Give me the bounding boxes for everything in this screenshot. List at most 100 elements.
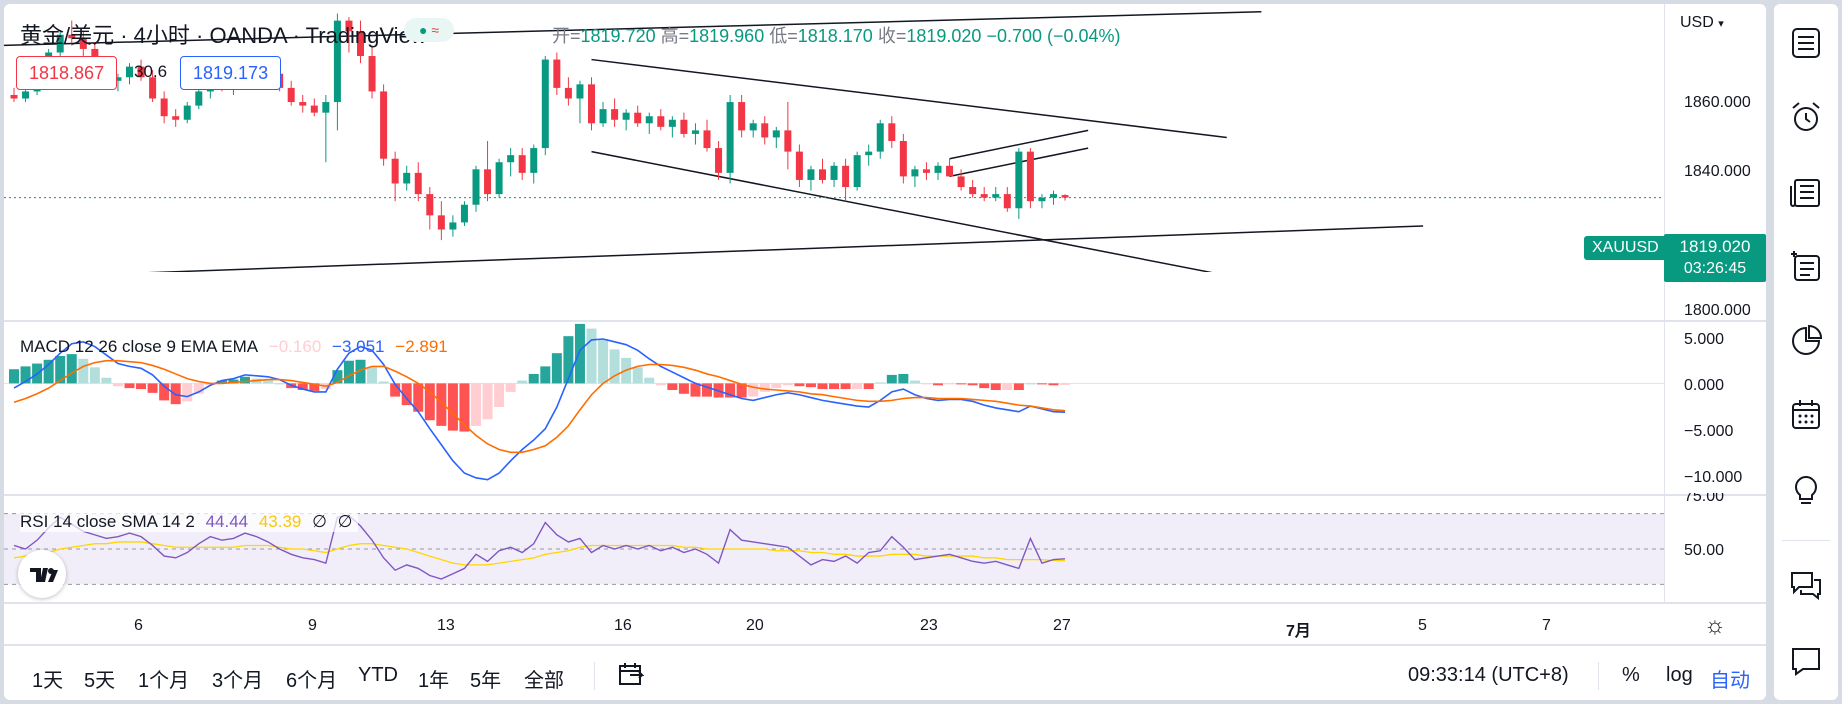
- auto-scale-button[interactable]: 自动: [1710, 670, 1750, 692]
- price-chart[interactable]: [4, 4, 1664, 272]
- macd-histogram-bar: [551, 353, 562, 384]
- rsi-sma-line: [13, 541, 1066, 566]
- close-value: 1819.020: [906, 26, 982, 46]
- candle-body: [1038, 197, 1046, 202]
- percent-scale-button[interactable]: %: [1622, 664, 1640, 686]
- watchlist-icon[interactable]: [1789, 26, 1823, 60]
- macd-histogram-bar: [205, 383, 216, 386]
- time-tick: 20: [746, 617, 764, 634]
- macd-histogram-bar: [909, 380, 920, 384]
- log-scale-button[interactable]: log: [1666, 664, 1693, 686]
- time-axis[interactable]: [4, 604, 1664, 642]
- calendar-goto-icon: [619, 663, 645, 685]
- macd-legend[interactable]: MACD 12 26 close 9 EMA EMA −0.160 −3.051…: [20, 337, 454, 357]
- price-tick: 1800.000: [1684, 302, 1751, 319]
- date-range-icon[interactable]: [616, 660, 646, 690]
- candle-body: [1061, 195, 1069, 198]
- macd-histogram-bar: [471, 383, 481, 426]
- macd-histogram-bar: [216, 380, 227, 384]
- macd-histogram-bar: [794, 383, 805, 387]
- indicator-toggle-icon[interactable]: ● ≈: [404, 18, 454, 42]
- range-5d-button[interactable]: 5天: [84, 670, 116, 692]
- currency-selector[interactable]: USD ▾: [1680, 14, 1724, 32]
- symbol-title[interactable]: 黄金/美元 · 4小时 · OANDA · TradingView: [20, 23, 427, 48]
- candle-body: [749, 123, 757, 131]
- range-all-button[interactable]: 全部: [524, 670, 564, 692]
- time-tick: 9: [308, 617, 317, 634]
- pie-icon[interactable]: [1789, 324, 1823, 358]
- calendar-icon[interactable]: [1789, 398, 1823, 432]
- candle-body: [437, 215, 445, 230]
- macd-histogram-bar: [921, 383, 932, 385]
- candle-body: [322, 102, 330, 113]
- macd-histogram-bar: [725, 383, 736, 398]
- trend-line: [4, 11, 1262, 47]
- sell-price-button[interactable]: 1818.867: [16, 56, 118, 90]
- macd-histogram-bar: [1002, 383, 1013, 390]
- high-value: 1819.960: [689, 26, 765, 46]
- chat-icon[interactable]: [1789, 568, 1823, 602]
- range-1y-button[interactable]: 1年: [418, 670, 450, 692]
- candle-body: [576, 84, 584, 99]
- rsi-extra-1: ∅: [312, 512, 327, 531]
- open-value: 1819.720: [580, 26, 656, 46]
- order-panel-icon[interactable]: [1789, 250, 1823, 284]
- range-6m-button[interactable]: 6个月: [286, 670, 338, 692]
- pane-divider[interactable]: [4, 494, 1766, 496]
- range-3m-button[interactable]: 3个月: [212, 670, 264, 692]
- candle-body: [345, 20, 353, 32]
- candle-body: [691, 130, 699, 134]
- rsi-value: 44.44: [205, 512, 249, 531]
- candle-body: [819, 169, 826, 180]
- candle-body: [553, 59, 561, 88]
- candle-body: [126, 66, 133, 78]
- range-1d-button[interactable]: 1天: [32, 670, 64, 692]
- candle-body: [299, 102, 307, 106]
- candle-body: [287, 87, 295, 103]
- range-5y-button[interactable]: 5年: [470, 670, 502, 692]
- tv-logo-icon: [30, 568, 58, 582]
- ohlc-readout: 开=1819.720 高=1819.960 低=1818.170 收=1819.…: [552, 22, 1121, 48]
- alarm-clock-icon[interactable]: [1789, 100, 1823, 134]
- macd-histogram-bar: [505, 383, 516, 392]
- candle-body: [495, 162, 503, 195]
- candle-body: [911, 169, 919, 177]
- macd-histogram-bar: [1048, 383, 1059, 386]
- macd-histogram-bar: [424, 383, 435, 421]
- candle-body: [403, 172, 411, 184]
- macd-histogram-bar: [367, 367, 378, 384]
- tradingview-logo[interactable]: [18, 550, 66, 598]
- candle-body: [634, 112, 642, 124]
- range-ytd-button[interactable]: YTD: [358, 664, 398, 686]
- macd-histogram-bar: [447, 383, 458, 431]
- buy-price-button[interactable]: 1819.173: [180, 56, 282, 90]
- pane-divider[interactable]: [4, 320, 1766, 322]
- macd-histogram-bar: [159, 383, 170, 401]
- range-1m-button[interactable]: 1个月: [138, 670, 190, 692]
- macd-histogram-bar: [840, 383, 851, 390]
- candle-body: [761, 123, 769, 138]
- macd-histogram-bar: [436, 383, 447, 426]
- pane-divider: [4, 602, 1766, 604]
- candle-body: [738, 102, 746, 131]
- macd-histogram-bar: [644, 377, 655, 384]
- comment-icon[interactable]: [1789, 644, 1823, 678]
- clock-timezone[interactable]: 09:33:14 (UTC+8): [1408, 664, 1569, 686]
- macd-chart[interactable]: [4, 322, 1664, 492]
- time-tick: 7月: [1286, 623, 1311, 640]
- candle-body: [22, 91, 30, 99]
- spread-value: 30.6: [134, 62, 168, 81]
- macd-signal-line: [13, 359, 1066, 454]
- settings-gear-icon[interactable]: ☼: [1704, 612, 1726, 639]
- candle-body: [980, 194, 988, 198]
- candle-body: [795, 151, 803, 180]
- macd-line-value: −3.051: [332, 337, 385, 356]
- rsi-legend[interactable]: RSI 14 close SMA 14 2 44.44 43.39 ∅ ∅: [20, 512, 359, 532]
- price-axis[interactable]: [1664, 4, 1766, 602]
- time-tick: 5: [1418, 617, 1427, 634]
- high-label: 高=: [660, 26, 690, 46]
- candle-body: [726, 102, 734, 173]
- lightbulb-icon[interactable]: [1789, 474, 1823, 508]
- time-tick: 23: [920, 617, 938, 634]
- news-icon[interactable]: [1789, 176, 1823, 210]
